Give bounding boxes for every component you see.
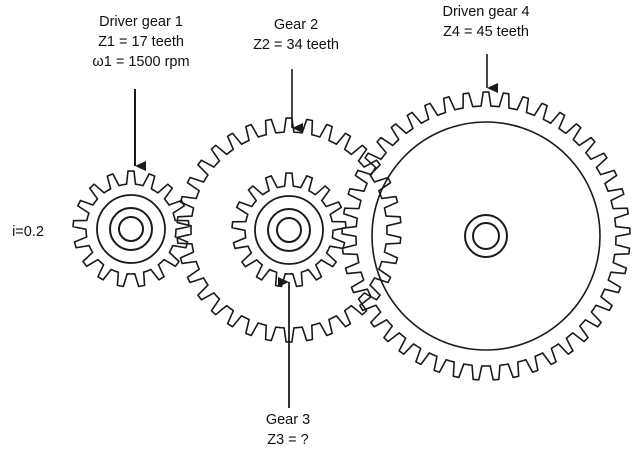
gear3-hub-outer bbox=[267, 208, 311, 252]
gears-layer bbox=[72, 91, 631, 381]
gear1-hub-inner bbox=[118, 216, 144, 242]
gear4-hub-outer bbox=[464, 214, 508, 258]
gear3-label: Gear 3 Z3 = ? bbox=[236, 410, 340, 450]
gear-ratio-label: i=0.2 bbox=[12, 224, 44, 240]
gear1-hub-outer bbox=[109, 207, 153, 251]
gear4-body-ring bbox=[371, 121, 601, 351]
gear1-label: Driver gear 1 Z1 = 17 teeth ω1 = 1500 rp… bbox=[76, 12, 206, 72]
gear3-hub-inner bbox=[276, 217, 302, 243]
gear1-speed: ω1 = 1500 rpm bbox=[92, 54, 190, 70]
gear2-teeth: Z2 = 34 teeth bbox=[253, 37, 339, 53]
gear3-body-ring bbox=[254, 195, 324, 265]
gear4-teeth-outline bbox=[341, 91, 631, 381]
arrows-layer bbox=[134, 54, 498, 408]
gear1-teeth: Z1 = 17 teeth bbox=[98, 34, 184, 50]
gear4-label: Driven gear 4 Z4 = 45 teeth bbox=[426, 2, 546, 42]
gear2-name: Gear 2 bbox=[273, 17, 319, 33]
gear4-name: Driven gear 4 bbox=[442, 4, 530, 20]
gear4-teeth: Z4 = 45 teeth bbox=[443, 24, 529, 40]
gear4-hub-inner bbox=[472, 222, 500, 250]
gear1-name: Driver gear 1 bbox=[99, 14, 183, 30]
gear2-teeth-outline bbox=[176, 117, 402, 343]
gear1-teeth-outline bbox=[72, 170, 190, 288]
gear3-name: Gear 3 bbox=[265, 412, 311, 428]
gear2-label: Gear 2 Z2 = 34 teeth bbox=[236, 15, 356, 55]
gear1-body-ring bbox=[96, 194, 166, 264]
gear3-teeth-outline bbox=[231, 172, 347, 288]
gear3-teeth: Z3 = ? bbox=[267, 432, 309, 448]
